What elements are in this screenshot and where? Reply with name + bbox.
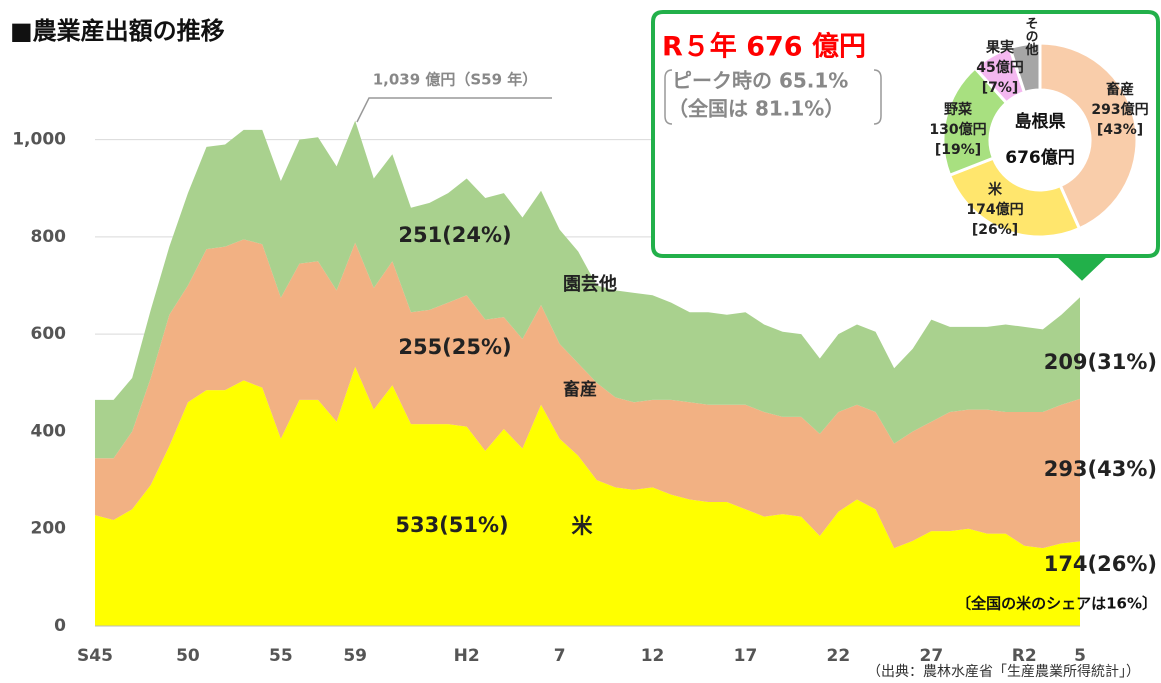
y-tick-label: 600: [31, 324, 67, 344]
y-tick-label: 400: [31, 421, 67, 441]
area: [95, 366, 1080, 626]
x-tick-label: 27: [919, 646, 943, 666]
inset-note: ピーク時の 65.1%: [672, 69, 848, 93]
donut-value-label: 45億円: [976, 59, 1023, 76]
annotation: 533(51%): [395, 513, 508, 537]
x-tick-label: 17: [734, 646, 758, 666]
series-label: 園芸他: [563, 273, 617, 295]
inset-note: （全国は 81.1%）: [668, 97, 844, 121]
bracket: [664, 69, 673, 125]
donut-share-label: [43%]: [1097, 122, 1143, 138]
annotation: 251(24%): [398, 223, 511, 247]
x-tick-label: 7: [554, 646, 566, 666]
x-tick-label: R2: [1012, 646, 1037, 666]
donut-label: 畜産: [1106, 81, 1134, 98]
peak-label: 1,039 億円（S59 年）: [373, 71, 538, 89]
series-label: 米: [572, 514, 594, 538]
donut-label: 野菜: [944, 101, 973, 118]
y-tick-label: 200: [31, 519, 67, 539]
donut-center-title: 島根県: [1015, 111, 1066, 132]
chart-title: ■農業産出額の推移: [10, 17, 225, 45]
donut-value-label: 174億円: [966, 201, 1023, 218]
donut-label: 米: [988, 181, 1003, 198]
inset-pointer: [1059, 254, 1105, 278]
donut-slice: [947, 156, 1082, 239]
area: [95, 120, 1080, 459]
donut-share-label: [7%]: [982, 80, 1019, 96]
area: [95, 239, 1080, 549]
x-tick-label: 55: [269, 646, 293, 666]
donut-share-label: [26%]: [972, 222, 1018, 238]
y-tick-label: 0: [54, 616, 66, 636]
x-tick-label: H2: [454, 646, 480, 666]
annotation: 209(31%): [1044, 350, 1157, 374]
donut-label: 果実: [985, 39, 1014, 56]
x-tick-label: 59: [343, 646, 367, 666]
annotation: 255(25%): [398, 335, 511, 359]
peak-leader: [356, 97, 552, 123]
series-label: 畜産: [563, 379, 597, 400]
annotation: 〔全国の米のシェアは16%〕: [956, 595, 1157, 613]
donut-slice: [1007, 41, 1042, 95]
donut-share-label: [19%]: [935, 142, 981, 158]
donut-value-label: 130億円: [929, 121, 986, 138]
x-tick-label: 50: [176, 646, 200, 666]
source: （出典：農林水産省「生産農業所得統計」）: [867, 663, 1140, 680]
annotation: 293(43%): [1044, 457, 1157, 481]
x-tick-label: 22: [827, 646, 851, 666]
y-tick-label: 1,000: [12, 130, 66, 150]
bracket: [873, 69, 882, 125]
x-tick-label: 12: [641, 646, 665, 666]
donut-label: その他: [1023, 17, 1040, 57]
areas: [95, 120, 1080, 626]
x-tick-label: 5: [1074, 646, 1086, 666]
x-tick-label: S45: [77, 646, 113, 666]
donut: [941, 41, 1139, 239]
annotation: 174(26%): [1044, 552, 1157, 576]
donut-center-value: 676億円: [1005, 147, 1075, 168]
y-tick-label: 800: [31, 227, 67, 247]
donut-value-label: 293億円: [1091, 101, 1148, 118]
inset-headline: R５年 676 億円: [662, 31, 866, 63]
donut-slice: [1038, 41, 1139, 231]
